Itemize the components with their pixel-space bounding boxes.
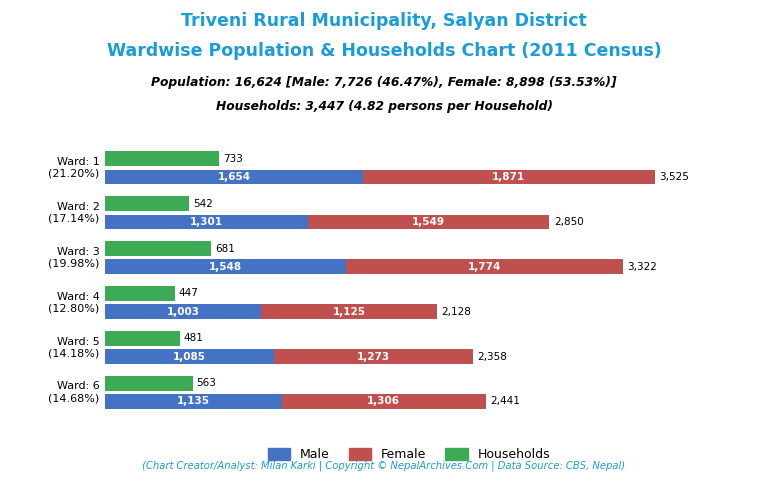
Text: 1,654: 1,654 — [217, 172, 250, 182]
Text: 681: 681 — [215, 244, 235, 253]
Bar — [105, 304, 261, 319]
Text: 563: 563 — [197, 378, 217, 388]
Legend: Male, Female, Households: Male, Female, Households — [263, 443, 555, 466]
Text: 1,871: 1,871 — [492, 172, 525, 182]
Text: Triveni Rural Municipality, Salyan District: Triveni Rural Municipality, Salyan Distr… — [181, 12, 587, 31]
Text: 542: 542 — [194, 199, 214, 209]
Bar — [105, 241, 211, 256]
Bar — [308, 214, 549, 229]
Text: 1,301: 1,301 — [190, 217, 223, 227]
Bar — [105, 259, 346, 274]
Text: (Chart Creator/Analyst: Milan Karki | Copyright © NepalArchives.Com | Data Sourc: (Chart Creator/Analyst: Milan Karki | Co… — [142, 460, 626, 471]
Text: Households: 3,447 (4.82 persons per Household): Households: 3,447 (4.82 persons per Hous… — [216, 100, 552, 113]
Text: 1,125: 1,125 — [333, 307, 366, 317]
Bar — [105, 350, 274, 364]
Text: 1,774: 1,774 — [468, 262, 502, 272]
Bar — [282, 394, 485, 409]
Bar — [346, 259, 623, 274]
Bar — [105, 214, 308, 229]
Bar — [105, 376, 193, 390]
Text: 1,548: 1,548 — [209, 262, 242, 272]
Text: Wardwise Population & Households Chart (2011 Census): Wardwise Population & Households Chart (… — [107, 42, 661, 60]
Text: 1,273: 1,273 — [357, 352, 390, 361]
Text: 2,850: 2,850 — [554, 217, 584, 227]
Bar — [105, 170, 362, 184]
Bar — [105, 331, 180, 346]
Text: 447: 447 — [179, 288, 198, 298]
Text: 2,441: 2,441 — [490, 396, 520, 407]
Text: 1,003: 1,003 — [167, 307, 200, 317]
Bar — [274, 350, 472, 364]
Text: 2,128: 2,128 — [442, 307, 472, 317]
Text: 1,135: 1,135 — [177, 396, 210, 407]
Bar — [261, 304, 437, 319]
Text: 481: 481 — [184, 333, 204, 344]
Bar — [362, 170, 654, 184]
Bar — [105, 151, 220, 166]
Text: 1,085: 1,085 — [173, 352, 206, 361]
Text: 3,525: 3,525 — [659, 172, 689, 182]
Bar — [105, 394, 282, 409]
Text: Population: 16,624 [Male: 7,726 (46.47%), Female: 8,898 (53.53%)]: Population: 16,624 [Male: 7,726 (46.47%)… — [151, 76, 617, 89]
Bar — [105, 286, 174, 301]
Text: 733: 733 — [223, 154, 243, 164]
Text: 1,306: 1,306 — [367, 396, 400, 407]
Bar — [105, 196, 190, 211]
Text: 1,549: 1,549 — [412, 217, 445, 227]
Text: 3,322: 3,322 — [627, 262, 657, 272]
Text: 2,358: 2,358 — [477, 352, 507, 361]
